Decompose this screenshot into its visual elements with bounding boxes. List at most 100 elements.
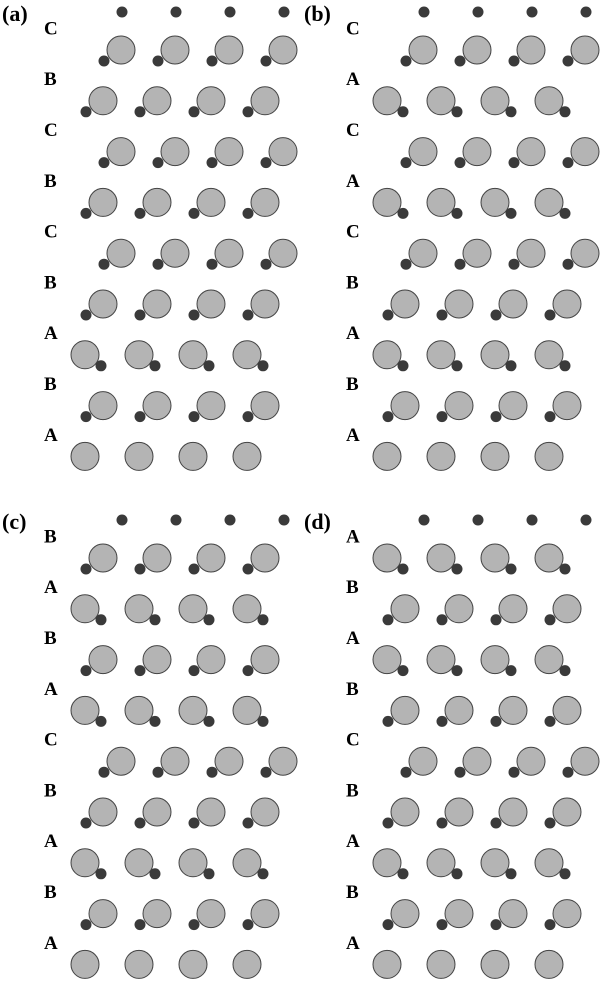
- small-atom: [189, 564, 200, 575]
- small-atom: [171, 515, 182, 526]
- layer-label: A: [346, 628, 360, 649]
- large-atom: [427, 442, 455, 470]
- large-atom: [553, 798, 581, 826]
- small-atom: [581, 515, 592, 526]
- large-atom: [197, 290, 225, 318]
- small-atom: [261, 157, 272, 168]
- layer-label: A: [346, 933, 360, 954]
- large-atom: [71, 341, 99, 369]
- large-atom: [143, 290, 171, 318]
- large-atom: [161, 36, 189, 64]
- large-atom: [517, 747, 545, 775]
- small-atom: [189, 310, 200, 321]
- large-atom: [107, 138, 135, 166]
- small-atom: [153, 259, 164, 270]
- small-atom: [506, 208, 517, 219]
- large-atom: [125, 442, 153, 470]
- large-atom: [269, 36, 297, 64]
- large-atom: [215, 138, 243, 166]
- small-atom: [117, 515, 128, 526]
- layer-label: B: [44, 882, 57, 903]
- large-atom: [409, 138, 437, 166]
- layer-label: B: [346, 882, 359, 903]
- small-atom: [96, 716, 107, 727]
- layer-label: A: [44, 933, 58, 954]
- small-atom: [527, 7, 538, 18]
- large-atom: [517, 36, 545, 64]
- large-atom: [427, 341, 455, 369]
- small-atom: [150, 614, 161, 625]
- small-atom: [509, 767, 520, 778]
- large-atom: [481, 646, 509, 674]
- large-atom: [445, 900, 473, 928]
- large-atom: [409, 239, 437, 267]
- large-atom: [445, 798, 473, 826]
- large-atom: [427, 646, 455, 674]
- small-atom: [153, 767, 164, 778]
- large-atom: [161, 239, 189, 267]
- large-atom: [391, 798, 419, 826]
- small-atom: [243, 310, 254, 321]
- small-atom: [560, 665, 571, 676]
- small-atom: [189, 919, 200, 930]
- small-atom: [81, 208, 92, 219]
- small-atom: [491, 614, 502, 625]
- small-atom: [545, 310, 556, 321]
- panel-label: (d): [304, 509, 331, 534]
- small-atom: [171, 7, 182, 18]
- small-atom: [383, 716, 394, 727]
- large-atom: [269, 138, 297, 166]
- large-atom: [107, 239, 135, 267]
- small-atom: [383, 919, 394, 930]
- large-atom: [445, 290, 473, 318]
- large-atom: [89, 392, 117, 420]
- large-atom: [391, 290, 419, 318]
- small-atom: [261, 56, 272, 67]
- large-atom: [553, 290, 581, 318]
- small-atom: [506, 665, 517, 676]
- large-atom: [571, 239, 599, 267]
- layer-label: C: [346, 120, 360, 141]
- large-atom: [197, 544, 225, 572]
- large-atom: [535, 950, 563, 978]
- layer-label: C: [44, 18, 58, 39]
- small-atom: [135, 310, 146, 321]
- small-atom: [81, 106, 92, 117]
- layer-label: A: [346, 425, 360, 446]
- layer-label: A: [44, 323, 58, 344]
- small-atom: [563, 767, 574, 778]
- large-atom: [463, 138, 491, 166]
- large-atom: [197, 646, 225, 674]
- large-atom: [251, 544, 279, 572]
- large-atom: [143, 646, 171, 674]
- small-atom: [452, 360, 463, 371]
- small-atom: [189, 106, 200, 117]
- large-atom: [251, 87, 279, 115]
- large-atom: [233, 849, 261, 877]
- large-atom: [251, 646, 279, 674]
- small-atom: [398, 208, 409, 219]
- small-atom: [563, 259, 574, 270]
- large-atom: [179, 696, 207, 724]
- small-atom: [383, 818, 394, 829]
- large-atom: [391, 595, 419, 623]
- small-atom: [279, 7, 290, 18]
- small-atom: [545, 614, 556, 625]
- layer-label: A: [346, 171, 360, 192]
- small-atom: [207, 259, 218, 270]
- small-atom: [204, 716, 215, 727]
- large-atom: [553, 595, 581, 623]
- large-atom: [571, 36, 599, 64]
- large-atom: [499, 392, 527, 420]
- layer-label: C: [346, 222, 360, 243]
- large-atom: [107, 36, 135, 64]
- large-atom: [463, 36, 491, 64]
- small-atom: [437, 716, 448, 727]
- large-atom: [373, 849, 401, 877]
- small-atom: [225, 7, 236, 18]
- layer-label: A: [44, 425, 58, 446]
- large-atom: [535, 646, 563, 674]
- large-atom: [391, 696, 419, 724]
- small-atom: [258, 868, 269, 879]
